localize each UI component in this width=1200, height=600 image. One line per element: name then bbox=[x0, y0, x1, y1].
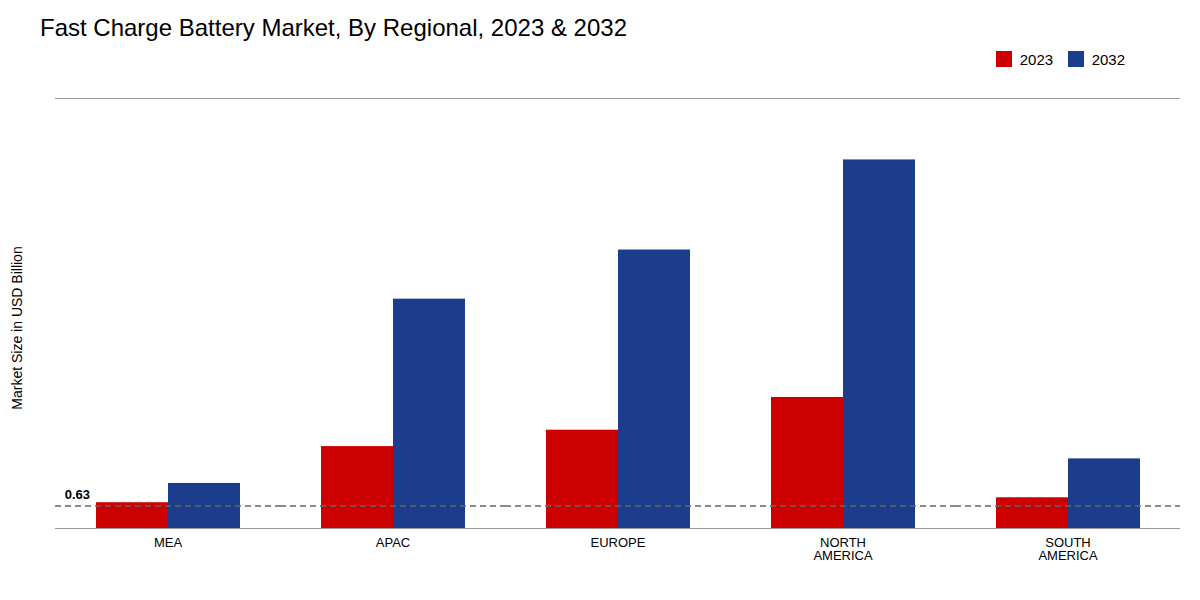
svg-text:SOUTHAMERICA: SOUTHAMERICA bbox=[1038, 535, 1098, 563]
html-text:2032: 2032 bbox=[1091, 50, 1125, 68]
svg-text:NORTHAMERICA: NORTHAMERICA bbox=[813, 535, 873, 563]
html-text:Fast Charge Battery Market, By: Fast Charge Battery Market, By Regional,… bbox=[40, 14, 627, 41]
svg-text:APAC: APAC bbox=[376, 535, 410, 550]
svg-text:EUROPE: EUROPE bbox=[591, 535, 646, 550]
html-text:Market Size in USD Billion: Market Size in USD Billion bbox=[9, 246, 25, 410]
svg-text:MEA: MEA bbox=[154, 535, 183, 550]
html-text:2023: 2023 bbox=[1019, 50, 1054, 68]
svg-text:0.63: 0.63 bbox=[65, 487, 90, 502]
